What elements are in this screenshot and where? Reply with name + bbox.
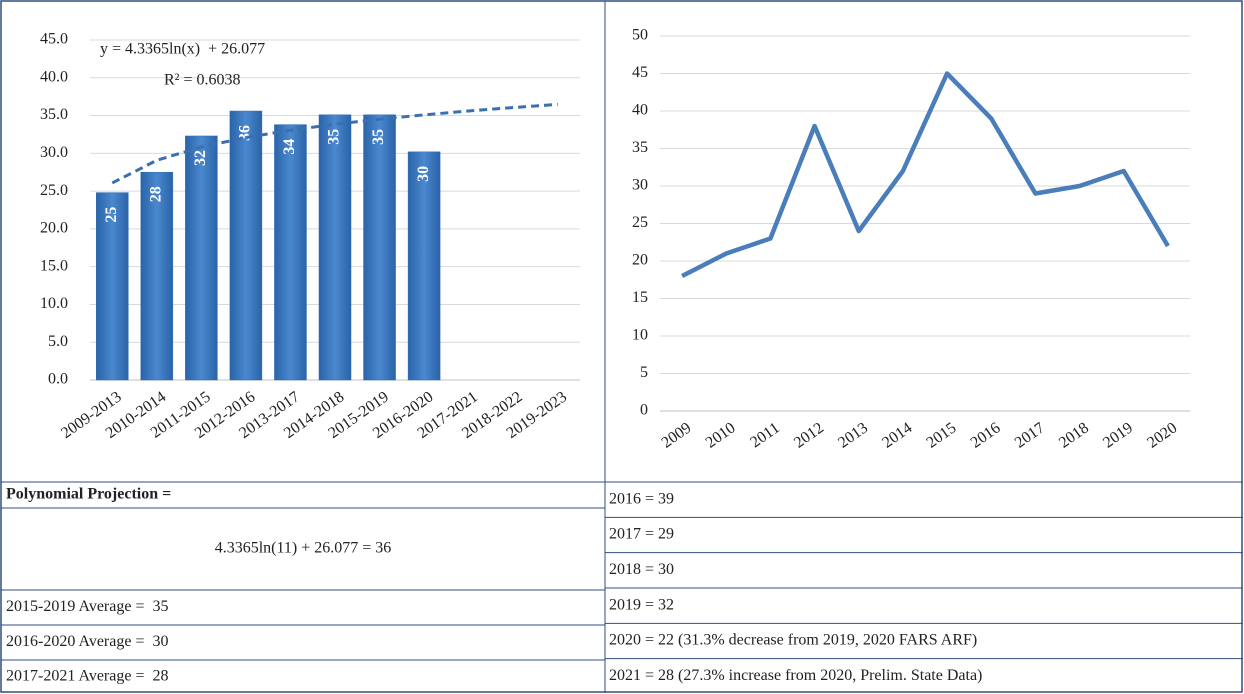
y-tick-label: 15 <box>632 289 648 306</box>
table-cell: 2016 = 39 <box>609 490 674 507</box>
y-tick-label: 15.0 <box>40 257 68 274</box>
y-tick-label: 5 <box>640 364 648 381</box>
y-tick-label: 25.0 <box>40 182 68 199</box>
r-squared: R² = 0.6038 <box>164 72 241 89</box>
x-tick-label: 2019 <box>1100 419 1136 451</box>
x-tick-label: 2011 <box>747 419 782 451</box>
data-label: 35 <box>326 129 343 145</box>
data-label: 32 <box>192 150 209 166</box>
data-label: 25 <box>103 207 120 223</box>
data-label: 34 <box>281 139 298 155</box>
bar <box>274 124 307 381</box>
trend-equation: y = 4.3365ln(x) + 26.077 <box>100 41 265 58</box>
data-label: 28 <box>147 186 164 202</box>
table-cell: 2015-2019 Average = 35 <box>6 598 168 615</box>
bar <box>96 192 129 381</box>
bar <box>318 114 352 381</box>
right-chart: 0 5 10 15 20 25 30 35 40 45 50 2009 2010 2011 2012 2013… <box>632 27 1190 452</box>
x-tick-label: 2012 <box>791 419 827 451</box>
data-label: 35 <box>370 129 387 145</box>
y-tick-label: 0.0 <box>48 371 68 388</box>
y-tick-label: 0 <box>640 402 648 419</box>
x-tick-label: 2018 <box>1056 419 1092 451</box>
y-tick-label: 30.0 <box>40 144 68 161</box>
trendline <box>111 102 558 185</box>
bar <box>185 135 218 381</box>
table-cell: 2017-2021 Average = 28 <box>6 668 168 685</box>
y-tick-label: 40.0 <box>40 68 68 85</box>
y-tick-label: 25 <box>632 214 648 231</box>
y-tick-label: 10.0 <box>40 295 68 312</box>
table-cell: 2021 = 28 (27.3% increase from 2020, Pre… <box>609 667 982 684</box>
y-tick-label: 30 <box>632 177 648 194</box>
bar <box>407 151 441 381</box>
x-tick-label: 2020 <box>1144 419 1180 451</box>
bar <box>140 171 174 381</box>
x-tick-label: 2009 <box>659 419 695 451</box>
y-tick-label: 5.0 <box>48 333 68 350</box>
x-tick-label: 2010 <box>703 419 739 451</box>
line <box>681 71 1170 279</box>
table-cell: 2020 = 22 (31.3% decrease from 2019, 202… <box>609 632 977 649</box>
table-cell: Polynomial Projection = <box>6 486 171 503</box>
y-tick-label: 40 <box>632 102 648 119</box>
x-tick-label: 2016 <box>968 419 1004 451</box>
x-tick-label: 2013 <box>835 419 871 451</box>
y-tick-label: 35.0 <box>40 106 68 123</box>
table-cell: 2019 = 32 <box>609 596 674 613</box>
y-tick-label: 20.0 <box>40 220 68 237</box>
y-tick-label: 50 <box>632 27 648 44</box>
table-cell: 4.3365ln(11) + 26.077 = 36 <box>215 540 392 557</box>
table-cell: 2016-2020 Average = 30 <box>6 633 168 650</box>
table: Polynomial Projection = 4.3365ln(11) + 26… <box>1 486 1243 685</box>
y-tick-label: 45.0 <box>40 31 68 48</box>
y-tick-label: 10 <box>632 327 648 344</box>
x-tick-label: 2015 <box>924 419 960 451</box>
table-cell: 2017 = 29 <box>609 526 674 543</box>
table-cell: 2018 = 30 <box>609 561 674 578</box>
bar <box>229 110 263 381</box>
x-tick-label: 2014 <box>879 419 915 451</box>
data-label: 30 <box>415 166 432 182</box>
left-chart: 0.05.010.015.020.025.030.035.040.045.020… <box>40 31 580 442</box>
y-tick-label: 35 <box>632 139 648 156</box>
y-tick-label: 20 <box>632 252 648 269</box>
x-tick-label: 2017 <box>1012 419 1048 451</box>
y-tick-label: 45 <box>632 64 648 81</box>
bar <box>363 114 396 381</box>
